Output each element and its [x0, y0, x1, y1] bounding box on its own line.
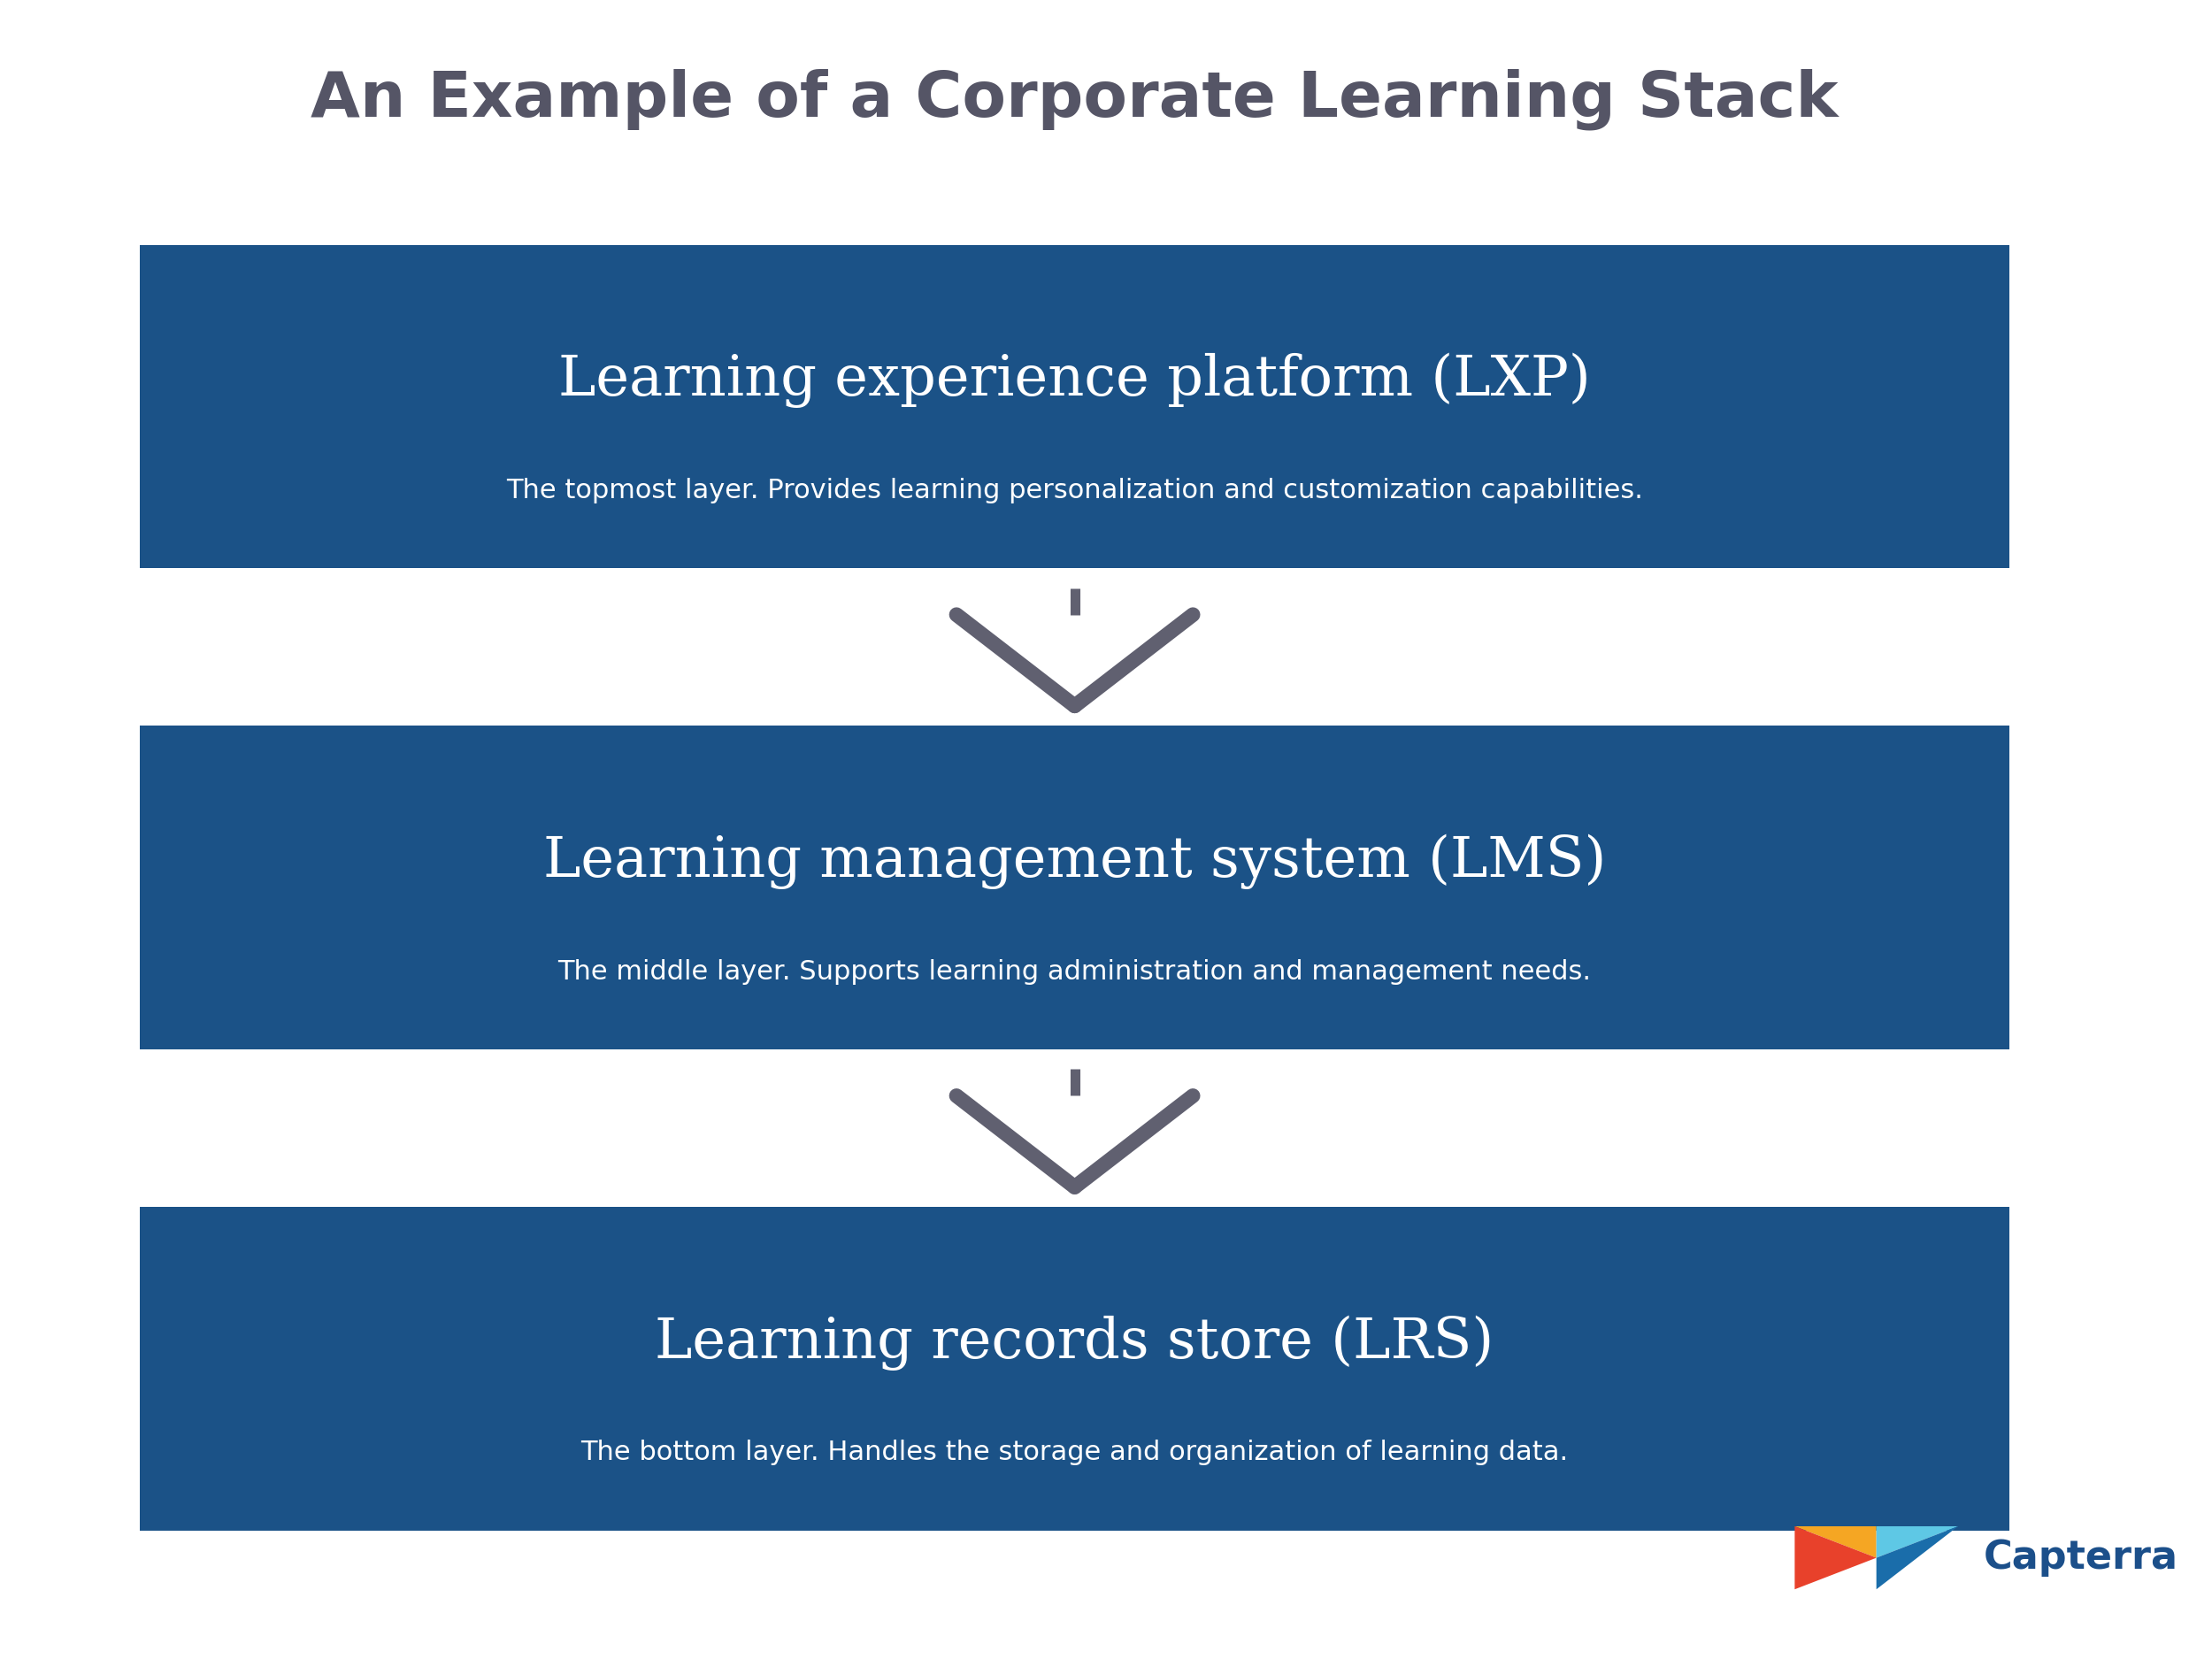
Text: Capterra: Capterra: [1984, 1540, 2179, 1576]
Polygon shape: [1794, 1526, 1876, 1589]
Text: Learning records store (LRS): Learning records store (LRS): [655, 1316, 1493, 1370]
Polygon shape: [1876, 1526, 1958, 1589]
Polygon shape: [1876, 1526, 1958, 1558]
Bar: [139, 244, 2011, 567]
Text: Learning management system (LMS): Learning management system (LMS): [544, 834, 1606, 889]
Text: The middle layer. Supports learning administration and management needs.: The middle layer. Supports learning admi…: [557, 959, 1590, 984]
Text: Learning experience platform (LXP): Learning experience platform (LXP): [557, 353, 1590, 408]
Bar: [139, 1208, 2011, 1530]
Text: An Example of a Corporate Learning Stack: An Example of a Corporate Learning Stack: [312, 68, 1838, 131]
Polygon shape: [1794, 1526, 1876, 1558]
Bar: [139, 727, 2011, 1048]
Text: The bottom layer. Handles the storage and organization of learning data.: The bottom layer. Handles the storage an…: [582, 1440, 1568, 1465]
Text: The topmost layer. Provides learning personalization and customization capabilit: The topmost layer. Provides learning per…: [507, 478, 1644, 503]
